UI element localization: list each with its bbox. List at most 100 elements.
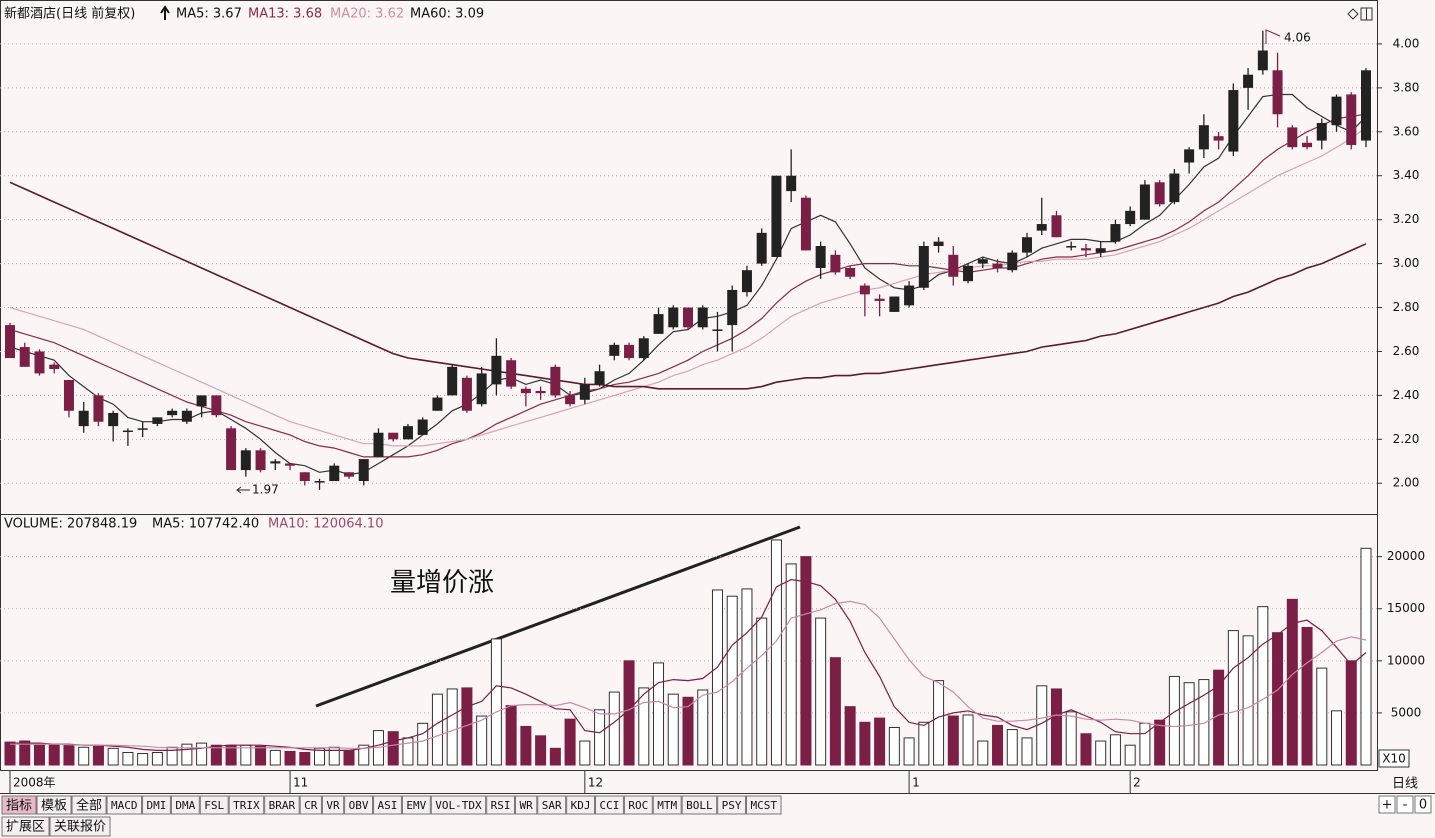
candle-body (1331, 96, 1342, 126)
indicator-tab-label[interactable]: TRIX (233, 799, 260, 812)
volume-bar (564, 718, 576, 766)
volume-bar (977, 740, 989, 766)
indicator-tab[interactable] (746, 795, 782, 815)
indicator-tab-label[interactable]: RSI (491, 799, 511, 812)
indicator-tab[interactable] (228, 795, 265, 815)
indicator-tab-label[interactable]: 指标 (6, 799, 32, 814)
diamond-icon[interactable] (1347, 8, 1359, 20)
volume-ma-line (10, 578, 1367, 752)
x-tick-label: 11 (293, 776, 308, 790)
indicator-tab-label[interactable]: EMV (406, 799, 426, 812)
indicator-tab-label[interactable]: CR (304, 799, 318, 812)
volume-bar (48, 743, 60, 766)
volume-bar (19, 740, 31, 766)
indicator-tab[interactable] (199, 795, 229, 815)
indicator-tab-label[interactable]: 全部 (76, 798, 102, 814)
y2-tick-label: 20000 (1387, 549, 1425, 563)
bottom-tab[interactable] (49, 816, 111, 837)
indicator-tab-label[interactable]: OBV (349, 799, 369, 812)
candle-body (535, 390, 546, 394)
indicator-tab-label[interactable]: CCI (600, 799, 620, 812)
candle-body (579, 384, 590, 400)
indicator-tab[interactable] (344, 795, 374, 815)
y2-tick-label: 10000 (1387, 653, 1425, 667)
volume-bar (4, 741, 16, 766)
indicator-tab-label[interactable]: WR (520, 799, 534, 812)
zoom-button[interactable] (1414, 795, 1432, 814)
indicator-tab[interactable] (170, 795, 200, 815)
y-tick-label: 2.40 (1393, 388, 1420, 402)
indicator-tab[interactable] (595, 795, 624, 815)
zoom-button-label[interactable]: 0 (1419, 798, 1427, 813)
high-pointer (1265, 29, 1281, 44)
indicator-tab[interactable] (106, 795, 143, 815)
legend-vol-ma10: MA10: 120064.10 (268, 517, 383, 532)
indicator-tab-label[interactable]: BOLL (686, 799, 713, 812)
zoom-button[interactable] (1396, 795, 1414, 814)
indicator-tab-label[interactable]: MACD (111, 799, 138, 812)
indicator-tab-label[interactable]: VOL-TDX (435, 799, 482, 812)
candle-body (786, 175, 797, 192)
candle-body (1095, 248, 1106, 253)
zoom-button[interactable] (1378, 795, 1396, 814)
volume-bar (137, 753, 149, 766)
indicator-tab[interactable] (623, 795, 653, 815)
indicator-tab-label[interactable]: ASI (378, 799, 398, 812)
y-tick-label: 4.00 (1393, 36, 1420, 50)
indicator-tab-label[interactable]: BRAR (269, 799, 296, 812)
indicator-tab-label[interactable]: 模板 (41, 799, 67, 814)
volume-bar (711, 589, 723, 766)
indicator-tab[interactable] (430, 795, 487, 815)
volume-bar (343, 749, 355, 766)
indicator-tab[interactable] (36, 795, 72, 815)
indicator-tab-label[interactable]: DMI (147, 799, 167, 812)
candle-body (800, 197, 811, 251)
zoom-button-label[interactable]: + (1382, 798, 1393, 813)
candle-body (5, 325, 15, 359)
volume-bar (1124, 744, 1136, 766)
candle-body (830, 254, 841, 273)
indicator-tab[interactable] (71, 795, 107, 815)
bottom-tab-label[interactable]: 关联报价 (54, 820, 106, 835)
indicator-tab-label[interactable]: MCST (751, 799, 778, 812)
volume-bar (402, 737, 414, 766)
candle-body (1257, 50, 1268, 71)
indicator-tab[interactable] (681, 795, 718, 815)
unit-label: X10 (1382, 752, 1406, 766)
indicator-tab[interactable] (401, 795, 431, 815)
indicator-tab-label[interactable]: ROC (628, 799, 648, 812)
indicator-tab[interactable] (515, 795, 538, 815)
indicator-tab-label[interactable]: SAR (542, 799, 562, 812)
bottom-tab[interactable] (1, 816, 50, 837)
indicator-tab-label[interactable]: PSY (722, 799, 742, 812)
indicator-tab-label[interactable]: DMA (175, 799, 195, 812)
indicator-tab-label[interactable]: MTM (657, 799, 677, 812)
indicator-tab[interactable] (373, 795, 402, 815)
candle-body (741, 270, 752, 293)
indicator-tab[interactable] (142, 795, 171, 815)
candle-body (859, 285, 870, 295)
indicator-tab[interactable] (299, 795, 322, 815)
candle-body (889, 296, 900, 312)
indicator-tab[interactable] (717, 795, 747, 815)
volume-bar (785, 563, 797, 766)
indicator-tab[interactable] (264, 795, 300, 815)
indicator-tab[interactable] (321, 795, 345, 815)
indicator-tab[interactable] (1, 795, 37, 815)
indicator-tab[interactable] (652, 795, 682, 815)
indicator-tab[interactable] (537, 795, 567, 815)
indicator-tab-label[interactable]: VR (326, 799, 340, 812)
volume-bar (549, 747, 561, 766)
volume-bar (638, 687, 650, 766)
zoom-button-label[interactable]: - (1403, 798, 1408, 813)
indicator-tab-label[interactable]: FSL (204, 799, 224, 812)
candle-body (285, 463, 296, 466)
bottom-tab-label[interactable]: 扩展区 (6, 820, 45, 835)
y-tick-label: 3.00 (1393, 256, 1420, 270)
candle-body (771, 175, 782, 257)
indicator-tab[interactable] (566, 795, 596, 815)
indicator-tab[interactable] (486, 795, 516, 815)
volume-bar (1301, 626, 1313, 766)
indicator-tab-label[interactable]: KDJ (571, 799, 591, 812)
candle-body (240, 450, 251, 471)
